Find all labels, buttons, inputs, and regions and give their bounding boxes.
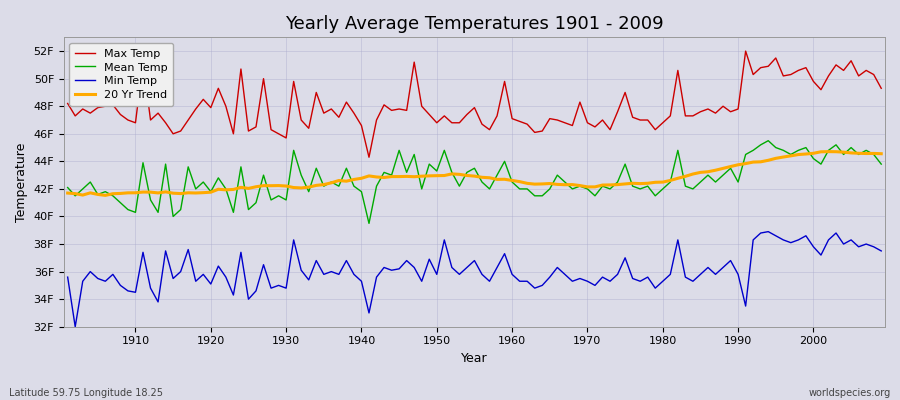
20 Yr Trend bbox=[876, 151, 886, 156]
Legend: Max Temp, Mean Temp, Min Temp, 20 Yr Trend: Max Temp, Mean Temp, Min Temp, 20 Yr Tre… bbox=[69, 43, 173, 106]
Mean Temp bbox=[62, 185, 73, 190]
Max Temp bbox=[740, 49, 751, 54]
20 Yr Trend bbox=[824, 149, 834, 154]
20 Yr Trend bbox=[62, 191, 73, 196]
Min Temp bbox=[763, 229, 774, 234]
Max Temp bbox=[507, 116, 517, 121]
20 Yr Trend bbox=[100, 193, 111, 198]
Mean Temp bbox=[514, 186, 525, 191]
Max Temp bbox=[334, 115, 345, 120]
Min Temp bbox=[876, 248, 886, 253]
Mean Temp bbox=[288, 148, 299, 153]
Line: Min Temp: Min Temp bbox=[68, 232, 881, 327]
Min Temp bbox=[341, 258, 352, 263]
Text: Latitude 59.75 Longitude 18.25: Latitude 59.75 Longitude 18.25 bbox=[9, 388, 163, 398]
Max Temp bbox=[605, 127, 616, 132]
Max Temp bbox=[364, 155, 374, 160]
20 Yr Trend bbox=[130, 190, 141, 195]
Max Temp bbox=[288, 79, 299, 84]
20 Yr Trend bbox=[296, 186, 307, 190]
Min Temp bbox=[296, 268, 307, 273]
20 Yr Trend bbox=[514, 179, 525, 184]
Max Temp bbox=[876, 86, 886, 91]
Max Temp bbox=[122, 118, 133, 122]
Mean Temp bbox=[763, 138, 774, 143]
Mean Temp bbox=[334, 184, 345, 188]
Line: Max Temp: Max Temp bbox=[68, 51, 881, 157]
Mean Temp bbox=[507, 180, 517, 184]
Mean Temp bbox=[605, 186, 616, 191]
Min Temp bbox=[514, 279, 525, 284]
Mean Temp bbox=[876, 162, 886, 166]
X-axis label: Year: Year bbox=[461, 352, 488, 365]
Max Temp bbox=[514, 119, 525, 124]
Y-axis label: Temperature: Temperature bbox=[15, 142, 28, 222]
Min Temp bbox=[130, 290, 141, 295]
Line: 20 Yr Trend: 20 Yr Trend bbox=[68, 152, 881, 195]
Min Temp bbox=[70, 324, 81, 329]
Min Temp bbox=[507, 272, 517, 277]
Min Temp bbox=[62, 275, 73, 280]
Max Temp bbox=[62, 101, 73, 106]
20 Yr Trend bbox=[507, 178, 517, 183]
Line: Mean Temp: Mean Temp bbox=[68, 141, 881, 223]
20 Yr Trend bbox=[341, 179, 352, 184]
Mean Temp bbox=[122, 207, 133, 212]
Mean Temp bbox=[364, 221, 374, 226]
20 Yr Trend bbox=[605, 182, 616, 187]
Title: Yearly Average Temperatures 1901 - 2009: Yearly Average Temperatures 1901 - 2009 bbox=[285, 15, 664, 33]
Text: worldspecies.org: worldspecies.org bbox=[809, 388, 891, 398]
Min Temp bbox=[605, 279, 616, 284]
